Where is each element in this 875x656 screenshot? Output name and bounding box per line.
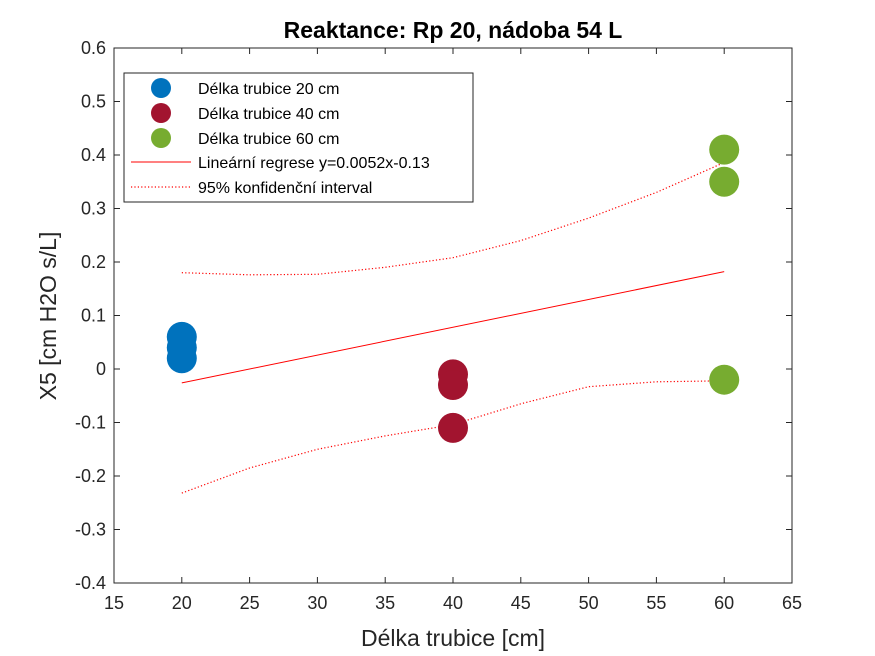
data-point-series-3 [709, 364, 740, 395]
plot-area [166, 134, 740, 494]
legend-box [123, 72, 474, 203]
confidence-upper-line [181, 161, 725, 276]
x-tick-label: 35 [375, 593, 395, 613]
confidence-lower-line [181, 380, 725, 494]
legend-label-confidence: 95% konfidenční interval [198, 180, 372, 197]
legend-marker-series-3 [151, 128, 171, 148]
y-tick-label: 0.5 [81, 92, 106, 112]
y-axis-title: X5 [cm H2O s/L] [35, 232, 61, 401]
x-tick-label: 40 [443, 593, 463, 613]
legend-label-regression: Lineární regrese y=0.0052x-0.13 [198, 155, 430, 172]
data-point-series-2 [438, 412, 468, 443]
x-tick-label: 50 [579, 593, 599, 613]
y-tick-label: -0.4 [75, 573, 106, 593]
x-tick-label: 15 [104, 593, 124, 613]
data-point-series-3 [709, 166, 740, 197]
y-tick-label: -0.1 [75, 413, 106, 433]
x-tick-label: 25 [240, 593, 260, 613]
data-point-series-2 [438, 370, 468, 401]
regression-line [181, 271, 725, 384]
y-tick-label: 0 [96, 359, 106, 379]
legend: Délka trubice 20 cm Délka trubice 40 cm … [123, 72, 474, 203]
legend-label-series-2: Délka trubice 40 cm [198, 106, 339, 123]
y-tick-label: 0.4 [81, 145, 106, 165]
x-tick-label: 20 [172, 593, 192, 613]
y-tick-label: -0.2 [75, 466, 106, 486]
y-tick-label: -0.3 [75, 520, 106, 540]
chart-title: Reaktance: Rp 20, nádoba 54 L [284, 17, 623, 43]
x-tick-label: 65 [782, 593, 802, 613]
axis-ticks: 15 20 25 30 35 40 45 50 55 60 65 -0.4 -0.3 -0.2 -0.1 0 0… [75, 38, 802, 613]
legend-label-series-1: Délka trubice 20 cm [198, 81, 339, 98]
data-point-series-1 [166, 343, 197, 374]
y-tick-label: 0.3 [81, 199, 106, 219]
y-tick-label: 0.1 [81, 306, 106, 326]
x-axis-title: Délka trubice [cm] [361, 625, 545, 651]
y-tick-label: 0.6 [81, 38, 106, 58]
x-tick-label: 55 [646, 593, 666, 613]
legend-marker-series-2 [151, 103, 171, 123]
y-tick-label: 0.2 [81, 252, 106, 272]
x-tick-label: 30 [307, 593, 327, 613]
data-point-series-3 [709, 134, 740, 165]
x-tick-label: 45 [511, 593, 531, 613]
x-tick-label: 60 [714, 593, 734, 613]
legend-marker-series-1 [151, 78, 171, 98]
legend-label-series-3: Délka trubice 60 cm [198, 131, 339, 148]
